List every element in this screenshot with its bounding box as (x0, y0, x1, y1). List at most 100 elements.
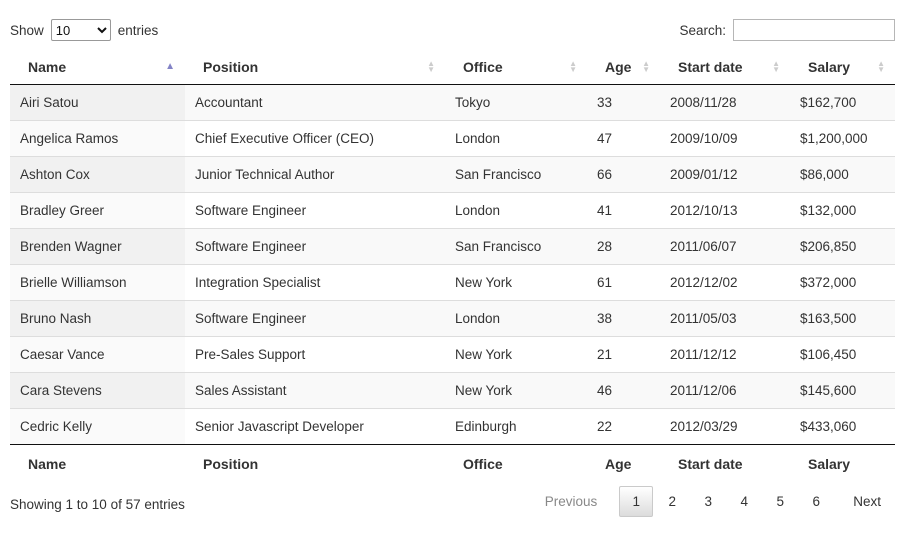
page-length-control: Show 10 entries (10, 19, 158, 41)
page-button-3[interactable]: 3 (704, 494, 712, 509)
cell-name: Bradley Greer (10, 192, 185, 229)
page-button-1[interactable]: 1 (619, 486, 654, 517)
table-row: Cara Stevens Sales Assistant New York 46… (10, 372, 895, 409)
page-button-5[interactable]: 5 (776, 494, 784, 509)
cell-salary: $145,600 (790, 372, 895, 409)
cell-start-date: 2011/05/03 (660, 300, 790, 337)
cell-salary: $106,450 (790, 336, 895, 373)
column-header-label: Office (463, 59, 503, 75)
sort-both-icon: ▲ ▼ (642, 59, 650, 74)
column-header-label: Salary (808, 59, 851, 75)
cell-age: 47 (587, 120, 660, 157)
cell-name: Cedric Kelly (10, 408, 185, 445)
table-footer-bar: Showing 1 to 10 of 57 entries Previous 1… (10, 486, 895, 517)
data-table: Name ▲ Position ▲ ▼ Office ▲ ▼ Age ▲ ▼ Star… (10, 50, 895, 483)
cell-age: 22 (587, 408, 660, 445)
footer-column-start-date: Start date (660, 444, 790, 483)
cell-office: New York (445, 372, 587, 409)
footer-header-row: Name Position Office Age Start date Sala… (10, 444, 895, 483)
cell-name: Angelica Ramos (10, 120, 185, 157)
column-header-name[interactable]: Name ▲ (10, 50, 185, 85)
cell-office: London (445, 300, 587, 337)
cell-start-date: 2011/06/07 (660, 228, 790, 265)
datatable-wrapper: Show 10 entries Search: Name ▲ Position (10, 0, 895, 517)
column-header-age[interactable]: Age ▲ ▼ (587, 50, 660, 85)
next-button[interactable]: Next (853, 494, 881, 509)
sort-both-icon: ▲ ▼ (772, 59, 780, 74)
column-header-office[interactable]: Office ▲ ▼ (445, 50, 587, 85)
column-header-start-date[interactable]: Start date ▲ ▼ (660, 50, 790, 85)
cell-position: Chief Executive Officer (CEO) (185, 120, 445, 157)
cell-office: London (445, 192, 587, 229)
cell-position: Sales Assistant (185, 372, 445, 409)
cell-office: Tokyo (455, 95, 491, 110)
cell-office: New York (445, 336, 587, 373)
cell-office: London (445, 120, 587, 157)
cell-salary: $1,200,000 (790, 120, 895, 157)
cell-age: 38 (587, 300, 660, 337)
page-button-2[interactable]: 2 (668, 494, 676, 509)
cell-age: 21 (587, 336, 660, 373)
cell-salary: $162,700 (800, 95, 857, 110)
cell-position: Accountant (195, 95, 263, 110)
table-row: Ashton Cox Junior Technical Author San F… (10, 156, 895, 193)
cell-position: Senior Javascript Developer (185, 408, 445, 445)
column-header-salary[interactable]: Salary ▲ ▼ (790, 50, 895, 85)
table-controls: Show 10 entries Search: (10, 19, 895, 41)
footer-column-office: Office (445, 444, 587, 483)
cell-office: San Francisco (445, 228, 587, 265)
cell-position: Software Engineer (185, 228, 445, 265)
cell-salary: $86,000 (790, 156, 895, 193)
sort-both-icon: ▲ ▼ (427, 59, 435, 74)
table-row: Airi Satou Accountant Tokyo 33 2008/11/2… (10, 84, 895, 121)
page-length-select[interactable]: 10 (50, 19, 111, 41)
footer-column-age: Age (587, 444, 660, 483)
cell-name: Caesar Vance (10, 336, 185, 373)
cell-start-date: 2011/12/06 (660, 372, 790, 409)
search-input[interactable] (733, 19, 895, 41)
table-row: Angelica Ramos Chief Executive Officer (… (10, 120, 895, 157)
table-row: Caesar Vance Pre-Sales Support New York … (10, 336, 895, 373)
sort-both-icon: ▲ ▼ (877, 59, 885, 74)
cell-name: Ashton Cox (10, 156, 185, 193)
cell-name: Cara Stevens (10, 372, 185, 409)
cell-position: Software Engineer (185, 300, 445, 337)
cell-start-date: 2012/10/13 (660, 192, 790, 229)
table-row: Cedric Kelly Senior Javascript Developer… (10, 408, 895, 445)
table-row: Brielle Williamson Integration Specialis… (10, 264, 895, 301)
column-header-label: Age (605, 59, 632, 75)
cell-start-date: 2011/12/12 (660, 336, 790, 373)
search-control: Search: (679, 19, 895, 41)
pagination: Previous 1 2 3 4 5 6 Next (531, 486, 895, 517)
cell-salary: $372,000 (790, 264, 895, 301)
page-button-4[interactable]: 4 (740, 494, 748, 509)
length-label-after: entries (117, 22, 159, 38)
cell-position: Integration Specialist (185, 264, 445, 301)
column-header-position[interactable]: Position ▲ ▼ (185, 50, 445, 85)
cell-start-date: 2012/03/29 (660, 408, 790, 445)
cell-start-date: 2009/10/09 (660, 120, 790, 157)
cell-age: 28 (587, 228, 660, 265)
cell-salary: $206,850 (790, 228, 895, 265)
cell-age: 61 (587, 264, 660, 301)
cell-office: Edinburgh (445, 408, 587, 445)
previous-button[interactable]: Previous (544, 494, 598, 509)
footer-column-name: Name (10, 444, 185, 483)
column-header-label: Start date (678, 59, 743, 75)
cell-age: 66 (587, 156, 660, 193)
table-info: Showing 1 to 10 of 57 entries (10, 497, 185, 512)
cell-start-date: 2012/12/02 (660, 264, 790, 301)
table-row: Brenden Wagner Software Engineer San Fra… (10, 228, 895, 265)
cell-salary: $132,000 (790, 192, 895, 229)
cell-position: Junior Technical Author (185, 156, 445, 193)
cell-position: Software Engineer (185, 192, 445, 229)
cell-name: Brenden Wagner (10, 228, 185, 265)
page-button-6[interactable]: 6 (812, 494, 820, 509)
cell-age: 41 (587, 192, 660, 229)
cell-age: 46 (587, 372, 660, 409)
cell-start-date: 2008/11/28 (670, 95, 737, 110)
column-header-label: Position (203, 59, 259, 75)
sort-both-icon: ▲ ▼ (569, 59, 577, 74)
cell-office: San Francisco (445, 156, 587, 193)
column-header-label: Name (28, 59, 67, 75)
